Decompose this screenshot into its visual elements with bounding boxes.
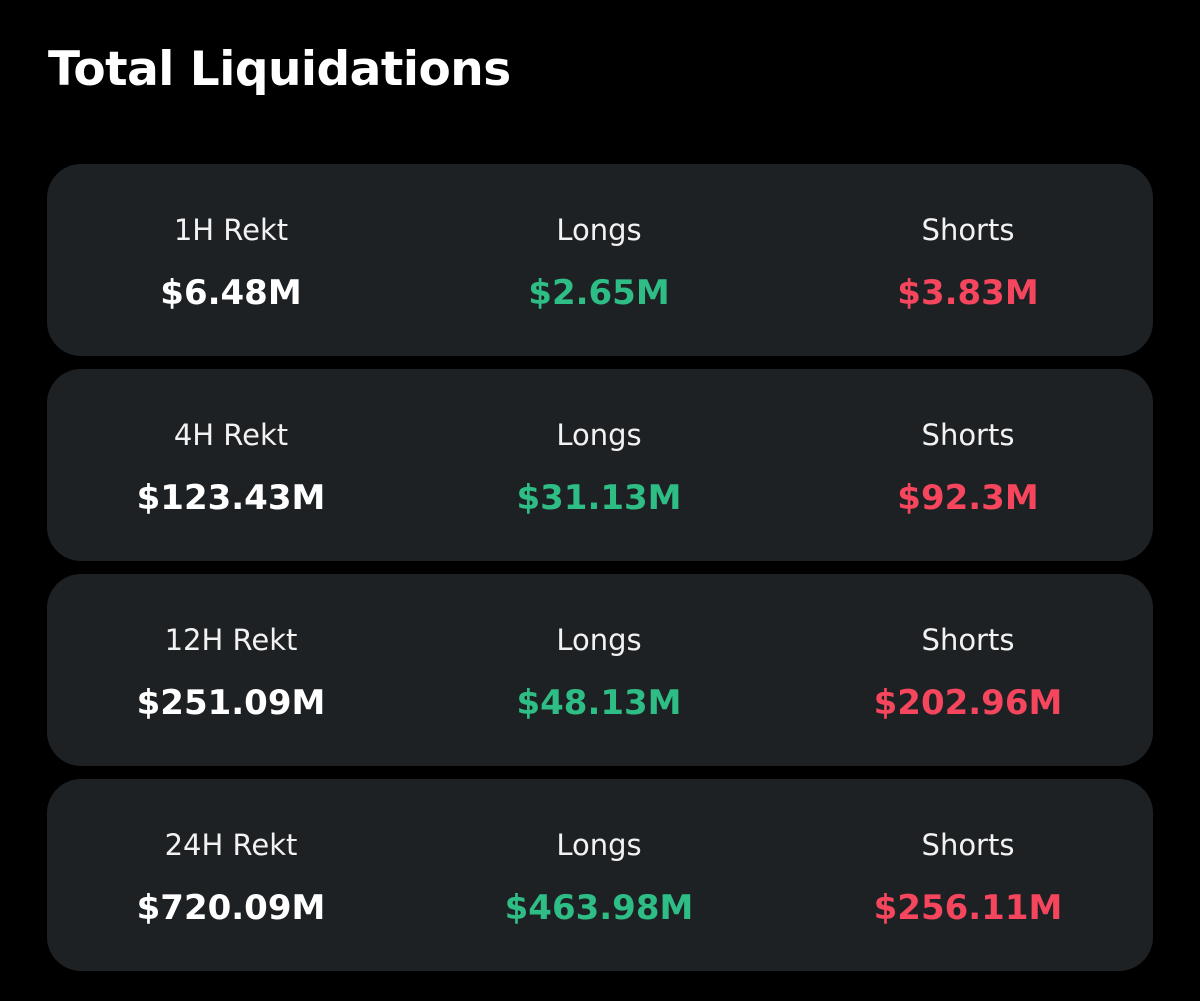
shorts-column: Shorts $92.3M [788, 369, 1148, 561]
shorts-value: $92.3M [897, 478, 1039, 518]
liquidation-card-12h: 12H Rekt $251.09M Longs $48.13M Shorts $… [47, 574, 1153, 766]
longs-column: Longs $31.13M [419, 369, 779, 561]
liquidation-card-1h: 1H Rekt $6.48M Longs $2.65M Shorts $3.83… [47, 164, 1153, 356]
shorts-column: Shorts $3.83M [788, 164, 1148, 356]
longs-value: $2.65M [528, 273, 670, 313]
longs-label: Longs [556, 418, 642, 452]
total-column: 24H Rekt $720.09M [51, 779, 411, 971]
longs-label: Longs [556, 213, 642, 247]
shorts-value: $202.96M [873, 683, 1063, 723]
longs-label: Longs [556, 828, 642, 862]
longs-value: $31.13M [516, 478, 682, 518]
longs-column: Longs $2.65M [419, 164, 779, 356]
liquidation-card-4h: 4H Rekt $123.43M Longs $31.13M Shorts $9… [47, 369, 1153, 561]
total-value: $720.09M [136, 888, 326, 928]
total-value: $251.09M [136, 683, 326, 723]
shorts-column: Shorts $202.96M [788, 574, 1148, 766]
longs-column: Longs $463.98M [419, 779, 779, 971]
period-label: 4H Rekt [173, 418, 289, 452]
longs-label: Longs [556, 623, 642, 657]
period-label: 24H Rekt [164, 828, 298, 862]
shorts-column: Shorts $256.11M [788, 779, 1148, 971]
total-column: 1H Rekt $6.48M [51, 164, 411, 356]
shorts-label: Shorts [921, 623, 1015, 657]
liquidation-card-24h: 24H Rekt $720.09M Longs $463.98M Shorts … [47, 779, 1153, 971]
shorts-label: Shorts [921, 418, 1015, 452]
shorts-label: Shorts [921, 828, 1015, 862]
total-value: $123.43M [136, 478, 326, 518]
shorts-value: $256.11M [873, 888, 1063, 928]
longs-value: $463.98M [504, 888, 694, 928]
total-value: $6.48M [160, 273, 302, 313]
total-column: 4H Rekt $123.43M [51, 369, 411, 561]
period-label: 12H Rekt [164, 623, 298, 657]
longs-column: Longs $48.13M [419, 574, 779, 766]
total-column: 12H Rekt $251.09M [51, 574, 411, 766]
shorts-value: $3.83M [897, 273, 1039, 313]
liquidation-cards: 1H Rekt $6.48M Longs $2.65M Shorts $3.83… [47, 164, 1153, 984]
longs-value: $48.13M [516, 683, 682, 723]
period-label: 1H Rekt [173, 213, 289, 247]
page-title: Total Liquidations [48, 42, 511, 97]
shorts-label: Shorts [921, 213, 1015, 247]
